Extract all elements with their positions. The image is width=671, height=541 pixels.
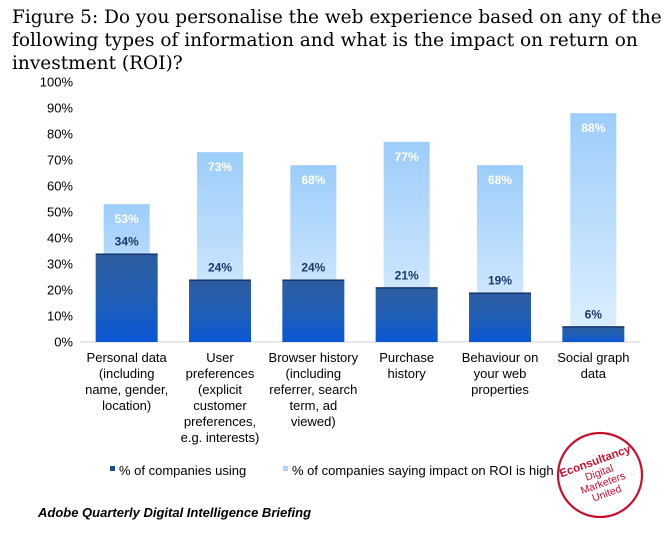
data-label-companies-using: 6% [585, 307, 603, 321]
x-category-label-line: Personal data [87, 350, 168, 365]
x-category-label: Personal data (including name, gender, loca… [85, 350, 168, 413]
data-label-roi-high: 73% [208, 160, 232, 174]
legend-label-roi-high: % of companies saying impact on ROI is h… [292, 463, 554, 478]
x-category-label-line: your web [474, 366, 527, 381]
y-tick-label: 20% [47, 283, 73, 298]
legend-label-using: % of companies using [119, 463, 246, 478]
x-category-label-line: (explicit [198, 382, 242, 397]
y-tick-label: 30% [47, 257, 73, 272]
x-category-label-line: properties [471, 382, 529, 397]
x-category-label: Social graph data [557, 350, 629, 381]
x-category-label-line: preferences [186, 366, 255, 381]
y-tick-label: 70% [47, 153, 73, 168]
x-category-label: Behaviour on your web properties [462, 350, 539, 397]
data-label-companies-using: 34% [115, 235, 139, 249]
x-category-label-line: preferences, [184, 414, 256, 429]
econsultancy-logo: Econsultancy Digital Marketers United [556, 431, 644, 519]
data-label-companies-using: 19% [488, 274, 512, 288]
data-label-companies-using: 24% [208, 261, 232, 275]
x-category-label: Browser history (including referrer, searc… [269, 350, 359, 429]
legend-swatch-using [110, 466, 115, 471]
data-label-roi-high: 68% [488, 173, 512, 187]
bar-companies-using [375, 287, 438, 342]
x-category-label-line: data [581, 366, 607, 381]
bar-companies-using [189, 279, 251, 342]
x-category-label-line: e.g. interests) [181, 430, 260, 445]
y-tick-label: 80% [47, 127, 73, 142]
x-category-label-line: history [388, 366, 427, 381]
bar-companies-using [95, 253, 158, 342]
x-category-label-line: (including [286, 366, 342, 381]
data-label-companies-using: 24% [301, 261, 325, 275]
y-tick-label: 0% [54, 335, 73, 350]
data-label-roi-high: 53% [115, 212, 139, 226]
legend-swatch-roi-high [283, 466, 288, 471]
data-label-roi-high: 77% [395, 150, 419, 164]
data-label-roi-high: 88% [581, 121, 605, 135]
y-tick-label: 10% [47, 309, 73, 324]
bar-companies-using [282, 279, 345, 342]
y-tick-label: 50% [47, 205, 73, 220]
y-tick-label: 90% [47, 101, 73, 116]
source-note: Adobe Quarterly Digital Intelligence Bri… [38, 505, 312, 520]
x-category-label: Purchase history [379, 350, 434, 381]
x-category-label-line: Behaviour on [462, 350, 539, 365]
y-tick-label: 100% [40, 75, 74, 90]
x-category-label-line: (including [99, 366, 155, 381]
x-category-label-line: Browser history [269, 350, 359, 365]
x-category-label-line: referrer, search [269, 382, 357, 397]
y-tick-label: 60% [47, 179, 73, 194]
x-category-label: User preferences (explicit customer preferen… [181, 350, 260, 445]
x-category-label-line: location) [102, 398, 151, 413]
y-tick-label: 40% [47, 231, 73, 246]
x-category-label-line: User [206, 350, 234, 365]
x-category-label-line: Purchase [379, 350, 434, 365]
data-label-roi-high: 68% [301, 173, 325, 187]
x-category-label-line: name, gender, [85, 382, 168, 397]
bar-roi-high [570, 113, 617, 342]
x-category-label-line: term, ad [289, 398, 337, 413]
chart-title: Figure 5: Do you personalise the web exp… [12, 7, 662, 74]
x-category-label-line: customer [193, 398, 247, 413]
data-label-companies-using: 21% [395, 268, 419, 282]
bar-companies-using [562, 326, 625, 342]
x-category-label-line: viewed) [291, 414, 336, 429]
bar-companies-using [469, 292, 531, 342]
x-category-label-line: Social graph [557, 350, 629, 365]
